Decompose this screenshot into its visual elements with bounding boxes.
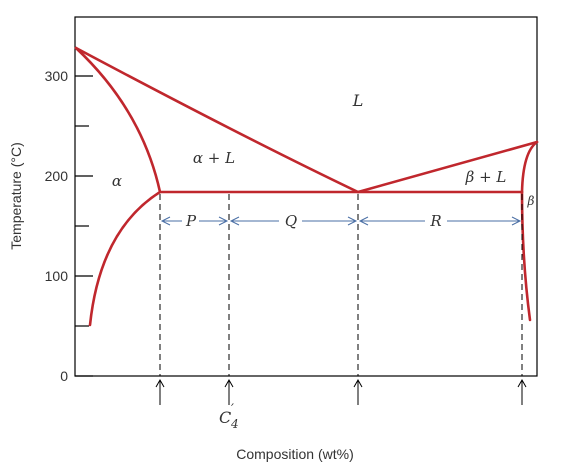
y-ticks [75,75,93,377]
solvus-right [520,190,532,322]
liquidus-left [74,46,360,194]
solidus-left [74,46,162,194]
composition-label-sub: 4 [230,417,239,431]
composition-guides [159,194,523,376]
solvus-left [88,190,162,327]
plot-frame [74,16,538,377]
segment-label-r: R [429,212,441,230]
region-label-alpha: α [112,172,122,190]
region-label-alpha-liquid: α + L [193,149,235,167]
region-label-liquid: L [352,91,364,110]
y-tick-label-300: 300 [45,68,69,84]
y-tick-label-0: 0 [60,368,68,384]
segment-arrows [160,216,522,226]
solidus-right [520,140,539,194]
phase-boundaries [74,46,539,327]
y-axis-title: Temperature (°C) [8,142,24,250]
composition-label-c4: C ′ 4 [219,402,239,431]
y-tick-label-200: 200 [45,168,69,184]
region-label-beta-liquid: β + L [465,168,507,186]
composition-arrows [155,378,527,405]
y-tick-label-100: 100 [45,268,69,284]
x-axis-title: Composition (wt%) [236,446,353,462]
composition-label-prime: ′ [231,402,234,417]
segment-label-p: P [185,212,197,230]
region-label-beta: β [527,194,535,208]
composition-label-c: C [219,408,231,427]
liquidus-right [356,140,539,194]
segment-label-q: Q [285,212,297,230]
